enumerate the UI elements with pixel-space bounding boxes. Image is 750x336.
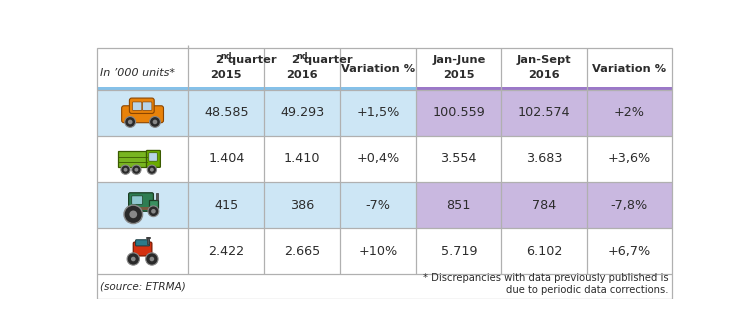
FancyBboxPatch shape: [132, 196, 142, 204]
Text: 6.102: 6.102: [526, 245, 562, 258]
Circle shape: [124, 205, 142, 223]
Text: * Discrepancies with data previously published is
due to periodic data correctio: * Discrepancies with data previously pub…: [423, 274, 669, 295]
Bar: [416, 182, 672, 228]
Text: 2: 2: [215, 55, 223, 66]
Text: 415: 415: [214, 199, 238, 212]
FancyBboxPatch shape: [142, 102, 152, 111]
FancyBboxPatch shape: [130, 98, 154, 114]
Text: 2015: 2015: [443, 70, 475, 80]
Text: quarter: quarter: [224, 55, 277, 66]
FancyBboxPatch shape: [136, 240, 149, 246]
Text: Jan-June: Jan-June: [432, 55, 485, 66]
FancyBboxPatch shape: [134, 242, 152, 256]
Text: 48.585: 48.585: [204, 106, 248, 119]
Circle shape: [147, 165, 157, 174]
Circle shape: [124, 168, 128, 172]
Bar: [146, 237, 150, 238]
Bar: [416, 228, 672, 275]
Text: +3,6%: +3,6%: [608, 153, 651, 165]
Bar: [118, 151, 147, 167]
Bar: [416, 136, 672, 182]
Text: +1,5%: +1,5%: [356, 106, 400, 119]
Text: 49.293: 49.293: [280, 106, 324, 119]
Text: (source: ETRMA): (source: ETRMA): [100, 282, 186, 292]
Text: 2016: 2016: [528, 70, 560, 80]
Text: -7,8%: -7,8%: [610, 199, 648, 212]
Bar: [416, 90, 672, 136]
Circle shape: [148, 206, 159, 217]
Circle shape: [124, 117, 136, 127]
FancyBboxPatch shape: [122, 106, 164, 123]
Circle shape: [128, 120, 133, 124]
Text: 2.422: 2.422: [209, 245, 245, 258]
FancyBboxPatch shape: [129, 193, 154, 211]
Circle shape: [127, 253, 140, 265]
Circle shape: [146, 253, 158, 265]
Bar: [97, 48, 672, 90]
Text: +10%: +10%: [358, 245, 398, 258]
Text: -7%: -7%: [366, 199, 391, 212]
Text: nd: nd: [220, 52, 232, 61]
Text: 784: 784: [532, 199, 556, 212]
Text: nd: nd: [297, 52, 308, 61]
Bar: [97, 90, 416, 136]
Text: 3.683: 3.683: [526, 153, 562, 165]
Circle shape: [149, 257, 154, 261]
Text: +6,7%: +6,7%: [608, 245, 651, 258]
Bar: [97, 87, 416, 90]
Circle shape: [134, 168, 138, 172]
Circle shape: [130, 210, 137, 218]
Bar: [156, 193, 158, 201]
Circle shape: [131, 257, 136, 261]
Text: 1.404: 1.404: [208, 153, 245, 165]
Circle shape: [153, 120, 158, 124]
Text: Jan-Sept: Jan-Sept: [517, 55, 572, 66]
Text: 851: 851: [446, 199, 471, 212]
Text: 2.665: 2.665: [284, 245, 320, 258]
Circle shape: [149, 117, 160, 127]
Text: Variation %: Variation %: [341, 64, 416, 74]
Text: +0,4%: +0,4%: [356, 153, 400, 165]
Text: 2: 2: [291, 55, 299, 66]
Text: 3.554: 3.554: [440, 153, 477, 165]
Text: +2%: +2%: [614, 106, 645, 119]
Bar: [148, 201, 158, 208]
Circle shape: [132, 165, 141, 174]
Text: 100.559: 100.559: [433, 106, 485, 119]
Circle shape: [151, 209, 156, 214]
Text: quarter: quarter: [300, 55, 352, 66]
Text: 102.574: 102.574: [518, 106, 570, 119]
Bar: [416, 87, 672, 90]
Text: 2015: 2015: [211, 70, 242, 80]
Text: Variation %: Variation %: [592, 64, 666, 74]
Text: 386: 386: [290, 199, 314, 212]
Circle shape: [121, 165, 130, 174]
Bar: [97, 228, 416, 275]
Text: In ’000 units*: In ’000 units*: [100, 68, 175, 78]
Text: 2016: 2016: [286, 70, 318, 80]
Bar: [97, 182, 416, 228]
Text: 5.719: 5.719: [440, 245, 477, 258]
FancyBboxPatch shape: [146, 151, 160, 167]
Bar: [97, 136, 416, 182]
Bar: [147, 238, 148, 244]
FancyBboxPatch shape: [133, 102, 142, 111]
Bar: [130, 207, 152, 210]
Circle shape: [150, 168, 154, 172]
Bar: [97, 273, 672, 299]
Text: 1.410: 1.410: [284, 153, 320, 165]
FancyBboxPatch shape: [148, 153, 158, 161]
